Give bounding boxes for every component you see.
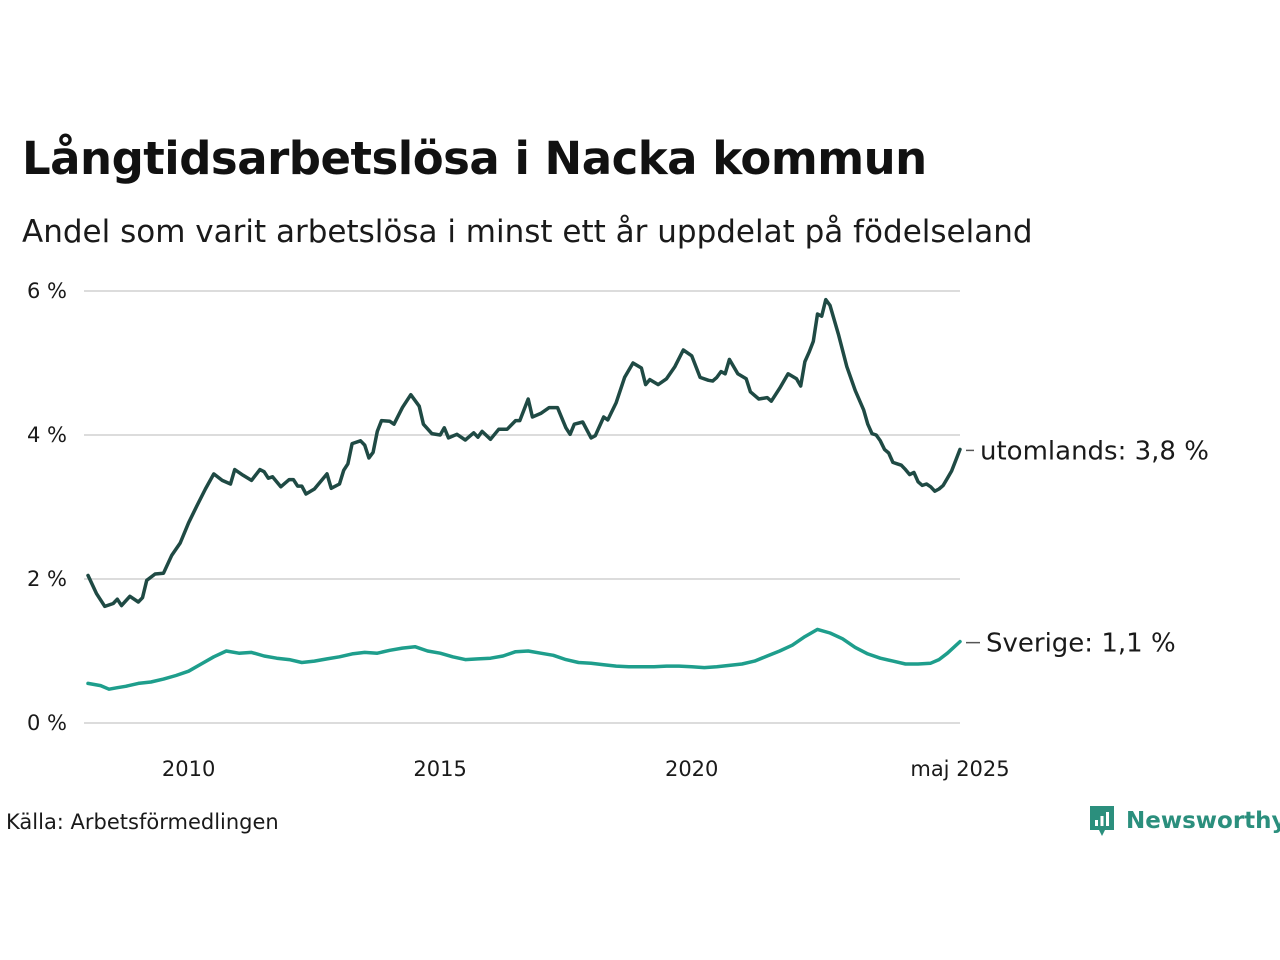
x-tick-label: 2010 bbox=[162, 757, 215, 781]
series-lines bbox=[86, 297, 962, 691]
y-tick-label: 0 % bbox=[27, 711, 67, 735]
source-note: Källa: Arbetsförmedlingen bbox=[6, 810, 279, 834]
series-line-sverige bbox=[86, 627, 962, 691]
chart-title: Långtidsarbetslösa i Nacka kommun bbox=[22, 132, 927, 185]
gridlines bbox=[84, 290, 960, 724]
x-tick-label: 2020 bbox=[665, 757, 718, 781]
y-tick-label: 4 % bbox=[27, 423, 67, 447]
x-tick-label: 2015 bbox=[413, 757, 466, 781]
series-end-labels: utomlands: 3,8 % Sverige: 1,1 % bbox=[966, 436, 1209, 659]
series-line-utomlands bbox=[86, 297, 962, 609]
end-label-utomlands: utomlands: 3,8 % bbox=[980, 436, 1209, 466]
chart-subtitle: Andel som varit arbetslösa i minst ett å… bbox=[22, 214, 1033, 250]
brand-name: Newsworthy bbox=[1126, 808, 1280, 834]
end-label-sverige: Sverige: 1,1 % bbox=[986, 629, 1176, 659]
y-tick-label: 2 % bbox=[27, 567, 67, 591]
y-tick-label: 6 % bbox=[27, 279, 67, 303]
y-axis: 0 % 2 % 4 % 6 % bbox=[27, 279, 67, 735]
newsworthy-logo-icon bbox=[1090, 806, 1114, 836]
x-axis: 2010 2015 2020 maj 2025 bbox=[162, 757, 1010, 781]
brand-logo[interactable]: Newsworthy bbox=[1088, 804, 1280, 838]
x-tick-label: maj 2025 bbox=[910, 757, 1009, 781]
